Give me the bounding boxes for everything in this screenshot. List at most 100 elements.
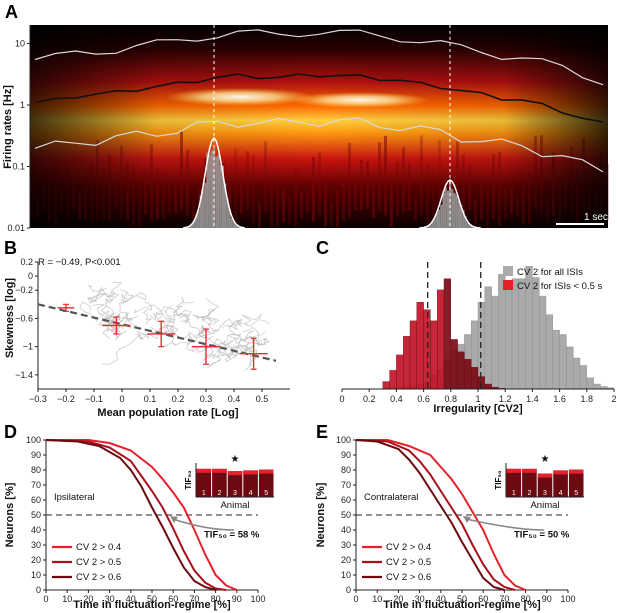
panel-a: 1 sec Firing rates [Hz] 10 1 0.1 0.01 [2,25,609,233]
all-isi-bar [498,274,506,390]
scatter-trace [87,288,112,302]
c-xtick-label: 0.2 [363,394,376,404]
scatter-trace [241,314,262,327]
panel-a-ylabel: Firing rates [Hz] [2,85,14,169]
inset-category: 2 [527,490,531,497]
legend-label-3: CV 2 > 0.6 [386,572,431,583]
ytick-label: 50 [341,510,351,520]
scatter-trace [165,318,179,336]
a-ytick-label: 1 [20,100,25,110]
scatter-trace [202,315,220,326]
xtick-label: 90 [232,594,242,604]
correlation-annotation: R = −0.49, P<0.001 [38,257,121,268]
legend-label-2: CV 2 > 0.5 [386,557,431,568]
ytick-label: 60 [31,495,41,505]
short-isi-bar [464,359,472,390]
scatter-trace [101,332,141,365]
inset-xlabel: Animal [530,500,559,511]
panel-e-label: E [316,422,328,442]
b-xtick-label: 0.3 [200,394,213,404]
a-ytick-label: 10 [15,39,25,49]
all-isi-bar [593,383,601,390]
short-isi-bar [457,351,465,390]
inset-category: 5 [264,490,268,497]
inset-ylabel: TIF₅₀ [494,470,503,490]
c-xtick-label: 0.8 [445,394,458,404]
scatter-trace [234,344,254,357]
scatter-trace [108,281,123,304]
ytick-label: 0 [36,585,41,595]
all-isi-bar [586,377,594,390]
b-xtick-label: 0 [119,394,124,404]
upper-percentile-line [34,29,604,86]
panel-b-label: B [4,238,17,258]
peak-hist-bar [219,165,222,228]
short-isi-bar [403,336,411,390]
legend-label-3: CV 2 > 0.6 [76,572,121,583]
scatter-trace [120,292,147,301]
all-isi-bar [532,277,540,390]
survival-curve-1 [356,439,526,591]
ytick-label: 10 [341,570,351,580]
short-isi-bar [409,320,418,390]
b-ytick-label: −1 [23,342,33,352]
peak-hist-bar [431,221,434,228]
scatter-trace [105,291,120,304]
scatter-trace [249,331,268,346]
survival-curve-2 [355,439,516,591]
short-isi-bar [477,376,486,390]
c-xtick-label: 1.6 [553,394,566,404]
short-isi-bar [437,289,445,390]
peak-hist-bar [440,204,443,228]
inset-ylabel: TIF₅₀ [184,470,193,490]
peak-hist-bar [195,214,198,228]
c-xtick-label: 0 [339,394,344,404]
legend-swatch-short [503,280,513,290]
scatter-trace [87,284,107,294]
all-isi-bar [579,365,588,390]
peak-hist-bar [202,188,205,228]
inset-bar-cap [522,468,537,473]
b-xtick-label: −0.3 [29,394,47,404]
inset-bar [553,470,568,497]
peak-hist-bar [215,156,218,228]
scatter-trace [135,330,150,341]
ytick-label: 30 [341,540,351,550]
c-xtick-label: 0.4 [390,394,403,404]
all-isi-bar [545,314,554,390]
xtick-label: 30 [105,594,115,604]
xtick-label: 60 [168,594,178,604]
legend-all: CV 2 for all ISIs [517,267,583,278]
scatter-trace [153,311,175,324]
short-isi-bar [416,302,424,390]
peak-hist-bar [232,221,235,228]
all-isi-bar [491,295,499,390]
inset-category: 4 [249,490,253,497]
peak-hist-bar [217,154,220,228]
scatter-trace [214,346,236,360]
peak-hist-bar [471,225,474,228]
panel-a-label: A [5,2,18,22]
scatter-trace [200,315,225,332]
b-ytick-label: −0.6 [15,313,33,323]
panel-c-label: C [316,238,329,258]
b-ytick-label: 0 [28,271,33,281]
scatter-trace [163,331,197,347]
c-xtick-label: 1.8 [581,394,594,404]
survival-curve-1 [46,439,238,591]
peak-hist-bar [429,224,432,228]
all-isi-bar [559,334,567,390]
xtick-label: 70 [189,594,199,604]
xtick-label: 20 [83,594,93,604]
peak-hist-bar [204,182,207,228]
panel-b-ylabel: Skewness [log] [4,278,16,358]
ytick-label: 80 [341,465,351,475]
annotation-arrow [172,518,235,531]
xtick-label: 80 [521,594,531,604]
ytick-label: 40 [341,525,351,535]
xtick-label: 30 [415,594,425,604]
ytick-label: 0 [346,585,351,595]
legend-label-1: CV 2 > 0.4 [76,542,121,553]
short-isi-bar [471,367,479,390]
scatter-trace [113,324,125,338]
